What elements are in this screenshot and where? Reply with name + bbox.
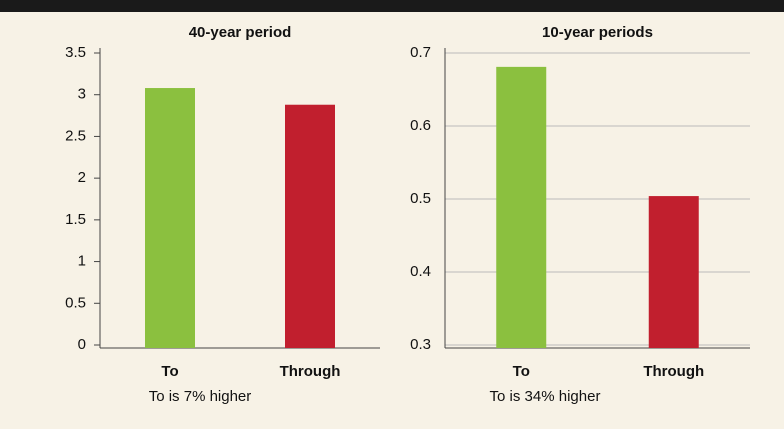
y-tick-label: 1	[78, 253, 86, 270]
annotation: To is 34% higher	[490, 388, 601, 405]
bar	[496, 66, 547, 349]
y-tick-label: 2.5	[65, 127, 86, 144]
y-tick-label: 0.7	[410, 44, 431, 61]
y-tick-label: 0	[78, 336, 86, 353]
bar	[145, 88, 195, 348]
bar	[285, 104, 335, 349]
top-band	[0, 0, 784, 12]
x-tick-label: To	[513, 363, 530, 380]
annotation: To is 7% higher	[149, 388, 252, 405]
y-tick-label: 0.4	[410, 263, 431, 280]
y-tick-label: 1.5	[65, 211, 86, 228]
y-tick-label: 0.3	[410, 336, 431, 353]
chart-title: 10-year periods	[542, 24, 653, 41]
bar	[648, 196, 699, 348]
x-tick-label: Through	[643, 363, 704, 380]
y-tick-label: 0.5	[410, 190, 431, 207]
x-tick-label: Through	[280, 363, 341, 380]
x-tick-label: To	[161, 363, 178, 380]
chart-title: 40-year period	[189, 24, 292, 41]
y-tick-label: 3.5	[65, 44, 86, 61]
y-tick-label: 3	[78, 86, 86, 103]
y-tick-label: 2	[78, 169, 86, 186]
y-tick-label: 0.5	[65, 294, 86, 311]
y-tick-label: 0.6	[410, 117, 431, 134]
